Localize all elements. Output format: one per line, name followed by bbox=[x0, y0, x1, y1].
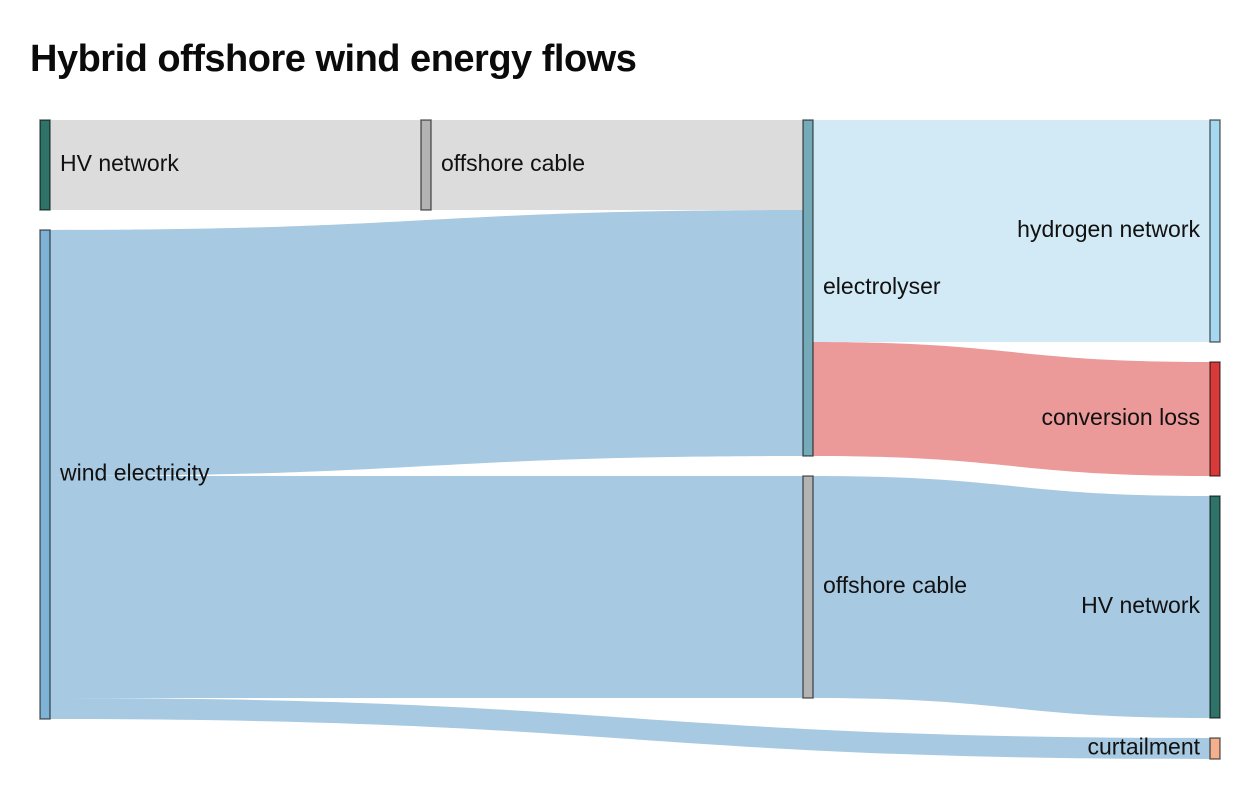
link-wind-to-curtail bbox=[50, 698, 1210, 759]
node-curtail bbox=[1209, 737, 1221, 760]
label-wind: wind electricity bbox=[59, 460, 210, 486]
node-electrolyser bbox=[802, 119, 814, 457]
node-hv_in bbox=[39, 119, 51, 211]
sankey-links bbox=[50, 120, 1210, 759]
label-loss: conversion loss bbox=[1041, 404, 1200, 430]
sankey-labels: HV network wind electricity offshore cable… bbox=[59, 150, 1201, 760]
link-wind-to-electrolyser bbox=[50, 210, 803, 476]
node-cable_in bbox=[420, 119, 432, 211]
label-hydrogen: hydrogen network bbox=[1017, 216, 1200, 242]
sankey-nodes bbox=[39, 119, 1221, 760]
link-electrolyser-to-loss bbox=[813, 342, 1210, 476]
node-cable_out bbox=[802, 475, 814, 699]
node-wind bbox=[39, 229, 51, 720]
link-cable_out-to-hv_out bbox=[813, 476, 1210, 718]
label-hv_in: HV network bbox=[60, 150, 179, 176]
link-cable_in-to-electrolyser bbox=[431, 120, 803, 210]
link-electrolyser-to-hydrogen bbox=[813, 120, 1210, 342]
label-curtail: curtailment bbox=[1088, 734, 1201, 760]
node-loss bbox=[1209, 361, 1221, 477]
node-hydrogen bbox=[1209, 119, 1221, 343]
label-electrolyser: electrolyser bbox=[823, 273, 941, 299]
link-wind-to-cable_out bbox=[50, 476, 803, 698]
label-cable_out: offshore cable bbox=[823, 572, 967, 598]
link-hv_in-to-cable_in bbox=[50, 120, 421, 210]
label-cable_in: offshore cable bbox=[441, 150, 585, 176]
page-title: Hybrid offshore wind energy flows bbox=[30, 38, 637, 80]
node-hv_out bbox=[1209, 495, 1221, 719]
label-hv_out: HV network bbox=[1081, 592, 1200, 618]
